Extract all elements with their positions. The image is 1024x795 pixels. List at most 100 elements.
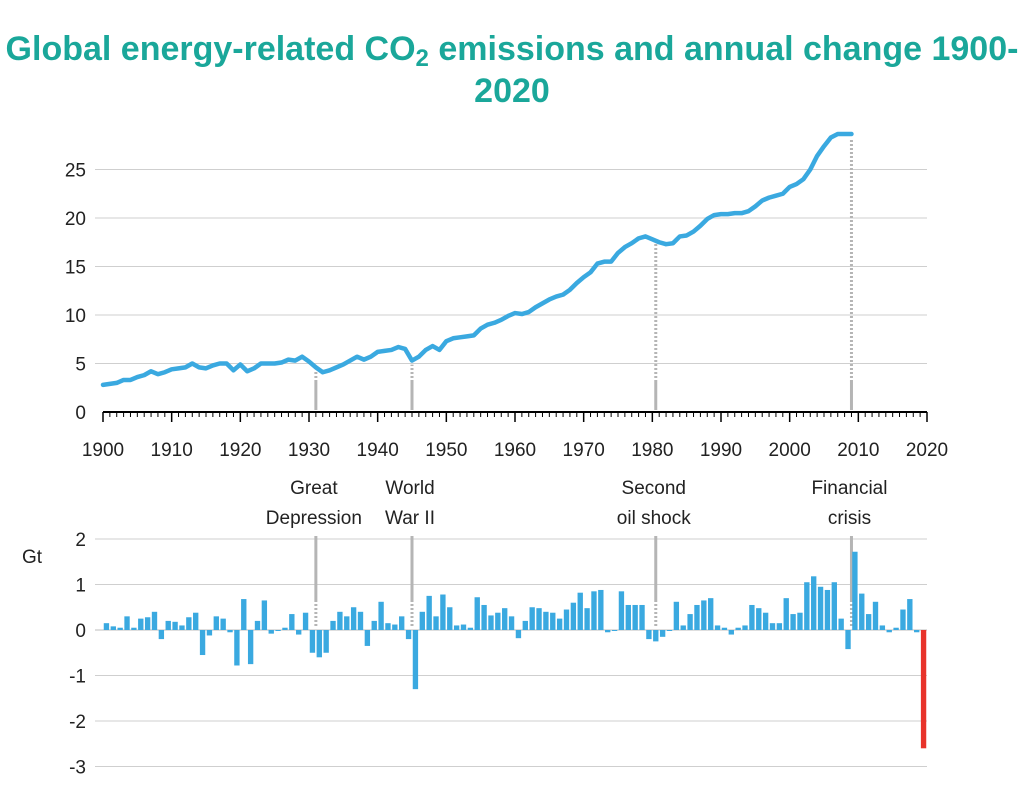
bar	[399, 616, 405, 630]
event-label-line2: War II	[385, 508, 435, 529]
bar	[144, 617, 151, 630]
bottom-y-axis-label: Gt	[22, 547, 43, 568]
bottom-grid	[95, 538, 927, 767]
bar	[220, 618, 226, 630]
bar	[914, 630, 920, 633]
x-tick-label: 1940	[357, 440, 399, 461]
x-tick-label: 1930	[288, 440, 330, 461]
bar	[433, 616, 439, 630]
bar	[536, 608, 542, 630]
bar	[296, 630, 302, 635]
bar	[350, 607, 357, 630]
bottom-y-tick-label: -3	[69, 758, 86, 779]
bar	[605, 630, 611, 633]
bar	[357, 611, 364, 630]
emissions-line-group	[100, 131, 854, 388]
event-label-line1: World	[385, 478, 434, 499]
bar	[282, 627, 288, 630]
x-tick-label: 2020	[906, 440, 948, 461]
bar	[632, 604, 638, 630]
bar	[110, 626, 116, 630]
bar	[735, 627, 741, 630]
bar	[337, 611, 343, 630]
chart-title: Global energy-related CO2 emissions and …	[0, 28, 1024, 112]
top-y-tick-label: 25	[65, 161, 86, 182]
bar	[138, 618, 144, 630]
x-tick-label: 1960	[494, 440, 536, 461]
bar	[584, 608, 590, 630]
bar	[762, 612, 769, 630]
bar	[206, 630, 213, 636]
bar	[488, 615, 494, 630]
bar	[625, 604, 631, 630]
bar	[769, 623, 776, 630]
bar	[165, 620, 171, 630]
bar	[186, 617, 192, 630]
bar	[124, 616, 130, 630]
bar	[268, 630, 274, 634]
event-label-line2: Depression	[266, 508, 362, 529]
bar	[886, 630, 892, 633]
x-tick-label: 1900	[82, 440, 124, 461]
bar	[687, 614, 693, 630]
bar	[618, 591, 625, 630]
event-label-line1: Second	[622, 478, 686, 499]
bar	[556, 618, 563, 630]
bar	[213, 616, 219, 630]
event-label-line2: oil shock	[617, 508, 691, 529]
bar	[749, 604, 755, 630]
title-subscript: 2	[415, 45, 429, 72]
x-tick-label: 1910	[151, 440, 193, 461]
bar	[852, 551, 858, 630]
x-tick-label: 1980	[631, 440, 673, 461]
bar	[577, 592, 583, 630]
bar	[591, 591, 597, 630]
bar	[824, 589, 831, 630]
bar	[247, 630, 254, 665]
bar	[378, 601, 384, 630]
title-main: Global energy-related CO	[5, 30, 416, 68]
bottom-y-tick-label: 1	[75, 576, 86, 597]
bar	[666, 630, 673, 631]
top-y-tick-label: 10	[65, 306, 86, 327]
bar	[426, 595, 432, 630]
bar	[742, 625, 748, 630]
bar	[611, 630, 618, 631]
bar	[797, 612, 803, 630]
bar	[872, 601, 879, 630]
bar	[817, 586, 824, 630]
bar	[330, 620, 336, 630]
bar	[673, 601, 680, 630]
bottom-y-tick-label: 0	[75, 621, 86, 642]
bar	[131, 627, 137, 630]
bar	[508, 616, 515, 630]
top-y-tick-label: 5	[75, 355, 86, 376]
x-tick-label: 2000	[769, 440, 811, 461]
bar	[804, 582, 810, 630]
bar	[920, 630, 927, 749]
bar	[811, 576, 817, 630]
bar	[865, 614, 872, 630]
bar	[151, 611, 158, 630]
bar	[412, 630, 419, 690]
bar	[838, 618, 844, 630]
bar	[453, 625, 460, 630]
event-lines	[314, 138, 853, 628]
bar	[158, 630, 165, 640]
bar	[859, 593, 865, 630]
bar	[598, 589, 604, 630]
bar	[199, 630, 206, 656]
bar	[659, 630, 666, 637]
bar	[522, 620, 528, 630]
bar	[907, 599, 913, 630]
event-label-line1: Financial	[811, 478, 887, 499]
bar	[701, 600, 707, 630]
top-y-tick-label: 0	[75, 403, 86, 424]
bar	[254, 620, 261, 630]
bar	[227, 630, 233, 633]
bar	[405, 630, 412, 640]
bar	[447, 607, 453, 630]
bar	[893, 627, 899, 630]
bar	[117, 627, 123, 630]
